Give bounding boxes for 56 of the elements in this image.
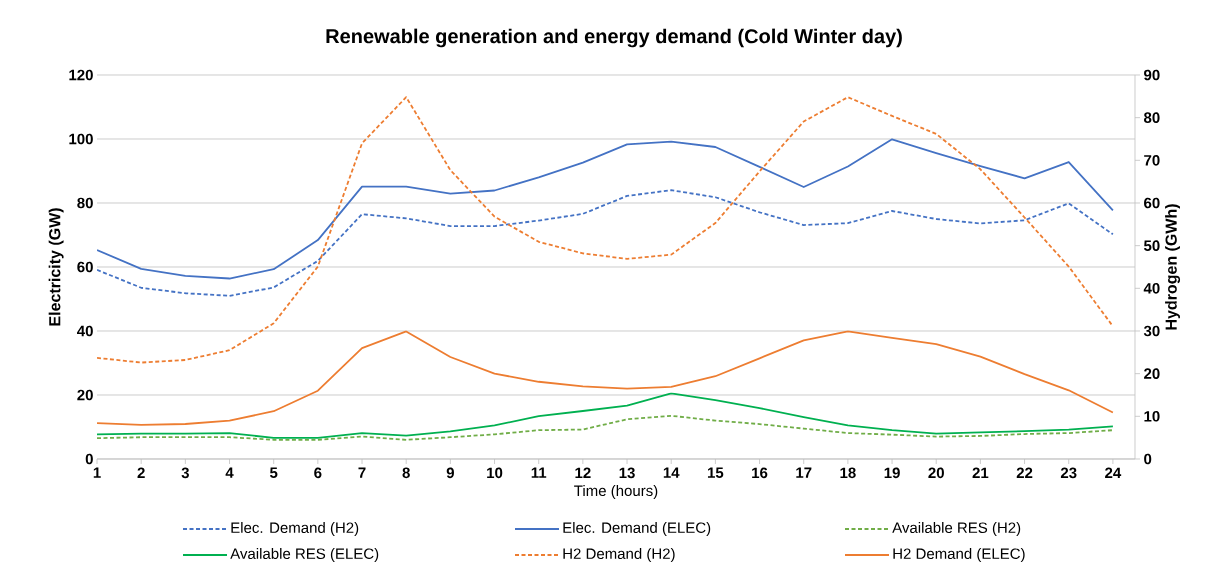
x-tick-label: 4 [225,467,234,478]
x-tick-label: 15 [707,467,724,478]
x-tick-label: 13 [619,467,635,479]
y2-tick-label: 10 [1144,411,1160,422]
x-tick-label: 11 [531,467,547,478]
y-tick-label: 100 [69,133,93,145]
legend-label: H2 Demand (H2) [563,548,675,562]
y-tick-label: 40 [77,325,93,337]
chart-title: Renewable generation and energy demand (Cold Winter day) [326,28,902,48]
y2-tick-label: 80 [1143,112,1160,123]
legend-label: Elec. Demand (ELEC) [563,522,711,536]
y2-tick-label: 60 [1144,197,1160,209]
y-tick-label: 0 [85,453,93,465]
x-tick-label: 14 [663,467,680,478]
legend-label: Elec. Demand (H2) [231,522,359,536]
y2-tick-label: 50 [1143,240,1160,251]
y-axis-title: Electricity (GW) [48,208,64,326]
x-tick-label: 16 [752,467,768,479]
legend-label: H2 Demand (ELEC) [893,548,1025,562]
x-tick-label: 21 [972,467,989,478]
legend-label: Available RES (H2) [892,522,1021,536]
x-axis-title: Time (hours) [574,485,658,499]
x-tick-label: 20 [928,467,944,479]
x-tick-label: 24 [1105,467,1122,478]
x-tick-label: 22 [1016,467,1033,478]
y2-tick-label: 0 [1144,453,1152,465]
line-series [97,96,1114,364]
line-series [97,392,1114,439]
x-tick-label: 23 [1060,467,1077,479]
y2-tick-label: 70 [1144,155,1160,166]
y2-axis-title: Hydrogen (GWh) [1165,204,1181,330]
y-tick-label: 80 [77,197,93,209]
x-tick-label: 7 [358,467,366,478]
y-tick-label: 60 [77,261,93,273]
x-tick-label: 1 [93,467,101,478]
y-tick-label: 120 [69,69,93,81]
x-tick-label: 18 [840,467,856,479]
x-tick-label: 8 [402,467,410,479]
x-tick-label: 5 [269,467,278,478]
line-series [97,189,1114,297]
line-series [97,330,1114,426]
y2-tick-label: 20 [1144,368,1160,379]
x-tick-label: 12 [575,467,591,478]
x-tick-label: 6 [314,467,322,479]
y2-tick-label: 40 [1143,283,1160,294]
x-tick-label: 17 [796,467,812,478]
x-tick-label: 10 [487,467,503,479]
legend-label: Available RES (ELEC) [230,548,379,562]
y2-tick-label: 90 [1144,69,1160,81]
x-tick-label: 19 [884,467,900,479]
x-tick-label: 3 [181,467,189,479]
y-tick-label: 20 [77,389,93,401]
y2-tick-label: 30 [1143,325,1160,337]
x-tick-label: 9 [446,467,454,479]
line-series [97,138,1114,280]
x-tick-label: 2 [137,467,145,478]
